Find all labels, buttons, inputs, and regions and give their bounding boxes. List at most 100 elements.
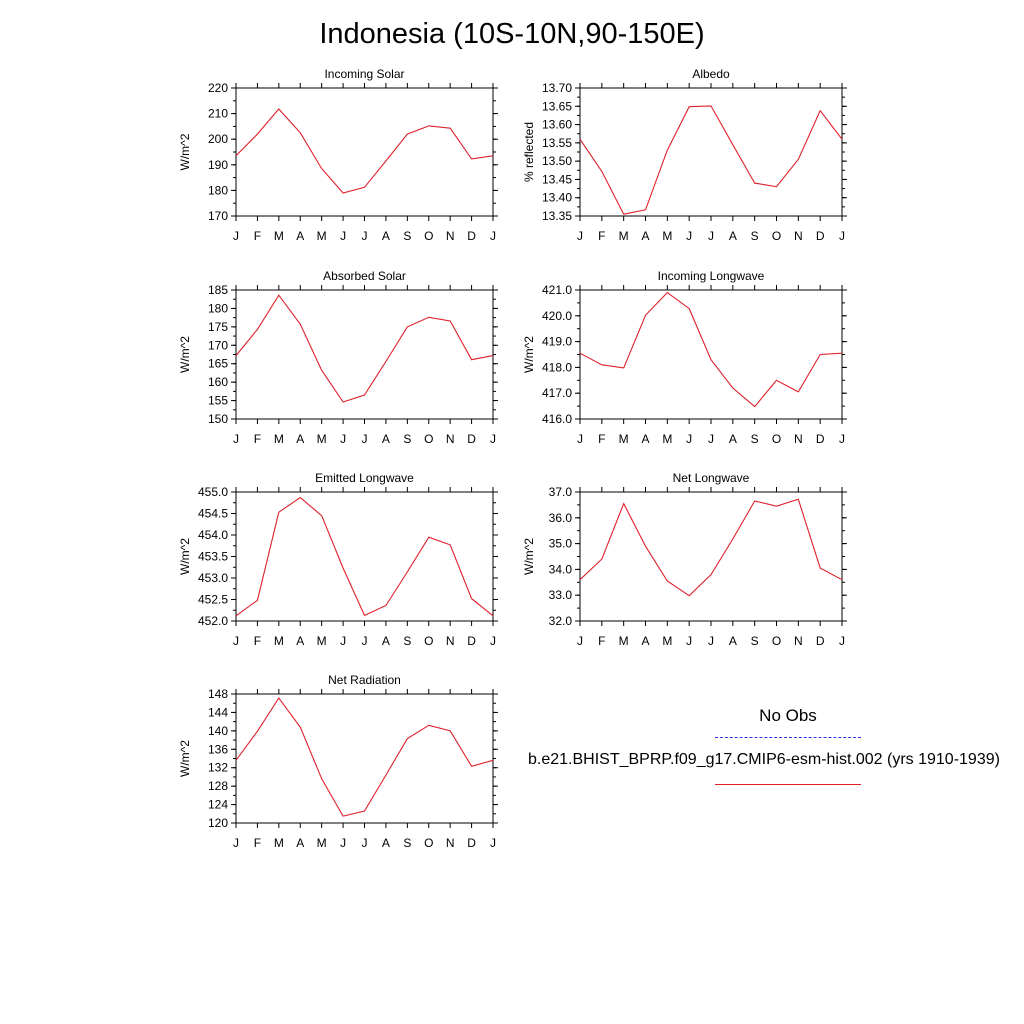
y-tick-label: 144 xyxy=(208,705,228,719)
y-tick-label: 454.0 xyxy=(198,528,228,542)
x-tick-label: M xyxy=(662,432,672,446)
x-tick-label: J xyxy=(686,634,692,648)
x-tick-label: J xyxy=(490,836,496,850)
y-tick-label: 155 xyxy=(208,394,228,408)
x-tick-label: J xyxy=(233,229,239,243)
x-tick-label: A xyxy=(296,836,304,850)
x-tick-label: J xyxy=(340,432,346,446)
x-tick-label: J xyxy=(340,634,346,648)
x-tick-label: J xyxy=(686,432,692,446)
y-tick-label: 13.55 xyxy=(542,136,572,150)
x-tick-label: M xyxy=(317,432,327,446)
x-tick-label: M xyxy=(274,836,284,850)
y-tick-label: 455.0 xyxy=(198,485,228,499)
x-tick-label: S xyxy=(403,229,411,243)
x-tick-label: A xyxy=(729,229,737,243)
x-tick-label: F xyxy=(598,229,605,243)
y-tick-label: 417.0 xyxy=(542,386,572,400)
x-tick-label: D xyxy=(467,229,476,243)
y-tick-label: 421.0 xyxy=(542,283,572,297)
x-tick-label: J xyxy=(362,229,368,243)
y-tick-label: 452.5 xyxy=(198,593,228,607)
plot-frame xyxy=(579,289,843,420)
y-axis-label: % reflected xyxy=(522,122,536,182)
x-tick-label: D xyxy=(467,634,476,648)
y-tick-label: 35.0 xyxy=(549,537,573,551)
y-tick-label: 160 xyxy=(208,375,228,389)
chart-panel-2: Albedo 13.35 13.40 13.45 13.50 13.55 13.60 13.6… xyxy=(522,67,847,243)
y-tick-label: 132 xyxy=(208,761,228,775)
y-axis-label: W/m^2 xyxy=(178,538,192,575)
y-tick-label: 190 xyxy=(208,158,228,172)
x-tick-label: F xyxy=(254,229,261,243)
x-tick-label: J xyxy=(686,229,692,243)
x-tick-label: A xyxy=(296,432,304,446)
plot-frame xyxy=(579,87,843,217)
x-tick-label: M xyxy=(619,229,629,243)
y-tick-label: 454.5 xyxy=(198,507,228,521)
y-tick-label: 37.0 xyxy=(549,485,573,499)
x-tick-label: J xyxy=(708,634,714,648)
x-tick-label: M xyxy=(317,634,327,648)
series-line xyxy=(235,108,494,194)
y-tick-label: 210 xyxy=(208,107,228,121)
x-tick-label: M xyxy=(662,634,672,648)
x-tick-label: N xyxy=(446,432,455,446)
x-tick-label: O xyxy=(772,634,781,648)
x-tick-label: A xyxy=(296,229,304,243)
y-tick-label: 170 xyxy=(208,338,228,352)
series-line xyxy=(579,105,843,215)
panel-title: Emitted Longwave xyxy=(315,471,414,485)
x-tick-label: J xyxy=(362,836,368,850)
y-tick-label: 13.40 xyxy=(542,191,572,205)
panel-title: Incoming Solar xyxy=(324,67,404,81)
x-tick-label: J xyxy=(233,836,239,850)
x-tick-label: O xyxy=(772,229,781,243)
x-tick-label: M xyxy=(317,836,327,850)
y-axis-label: W/m^2 xyxy=(522,538,536,575)
series-line xyxy=(235,697,494,817)
y-tick-label: 13.50 xyxy=(542,154,572,168)
panel-title: Net Radiation xyxy=(328,673,401,687)
y-tick-label: 13.35 xyxy=(542,209,572,223)
x-tick-label: J xyxy=(577,432,583,446)
panel-title: Incoming Longwave xyxy=(658,269,765,283)
x-tick-label: A xyxy=(382,836,390,850)
y-tick-label: 200 xyxy=(208,132,228,146)
x-tick-label: J xyxy=(839,634,845,648)
y-tick-label: 420.0 xyxy=(542,309,572,323)
x-tick-label: F xyxy=(254,432,261,446)
x-tick-label: S xyxy=(751,229,759,243)
x-tick-label: A xyxy=(641,634,649,648)
x-tick-label: S xyxy=(403,836,411,850)
x-tick-label: J xyxy=(490,634,496,648)
y-tick-label: 165 xyxy=(208,357,228,371)
x-tick-label: A xyxy=(729,432,737,446)
x-tick-label: A xyxy=(641,229,649,243)
series-line xyxy=(235,496,494,617)
y-tick-label: 13.60 xyxy=(542,118,572,132)
y-tick-label: 453.5 xyxy=(198,550,228,564)
x-tick-label: D xyxy=(816,432,825,446)
x-tick-label: D xyxy=(467,432,476,446)
x-tick-label: M xyxy=(274,432,284,446)
x-tick-label: A xyxy=(382,634,390,648)
x-tick-label: O xyxy=(424,634,433,648)
y-tick-label: 170 xyxy=(208,209,228,223)
y-tick-label: 13.65 xyxy=(542,99,572,113)
x-tick-label: S xyxy=(403,634,411,648)
y-tick-label: 136 xyxy=(208,742,228,756)
y-tick-label: 13.70 xyxy=(542,81,572,95)
page-title: Indonesia (10S-10N,90-150E) xyxy=(319,18,705,50)
x-tick-label: A xyxy=(382,432,390,446)
x-tick-label: N xyxy=(794,634,803,648)
x-tick-label: J xyxy=(340,229,346,243)
y-tick-label: 452.0 xyxy=(198,614,228,628)
y-tick-label: 180 xyxy=(208,301,228,315)
x-tick-label: F xyxy=(254,634,261,648)
x-tick-label: A xyxy=(729,634,737,648)
y-tick-label: 33.0 xyxy=(549,588,573,602)
y-tick-label: 13.45 xyxy=(542,172,572,186)
